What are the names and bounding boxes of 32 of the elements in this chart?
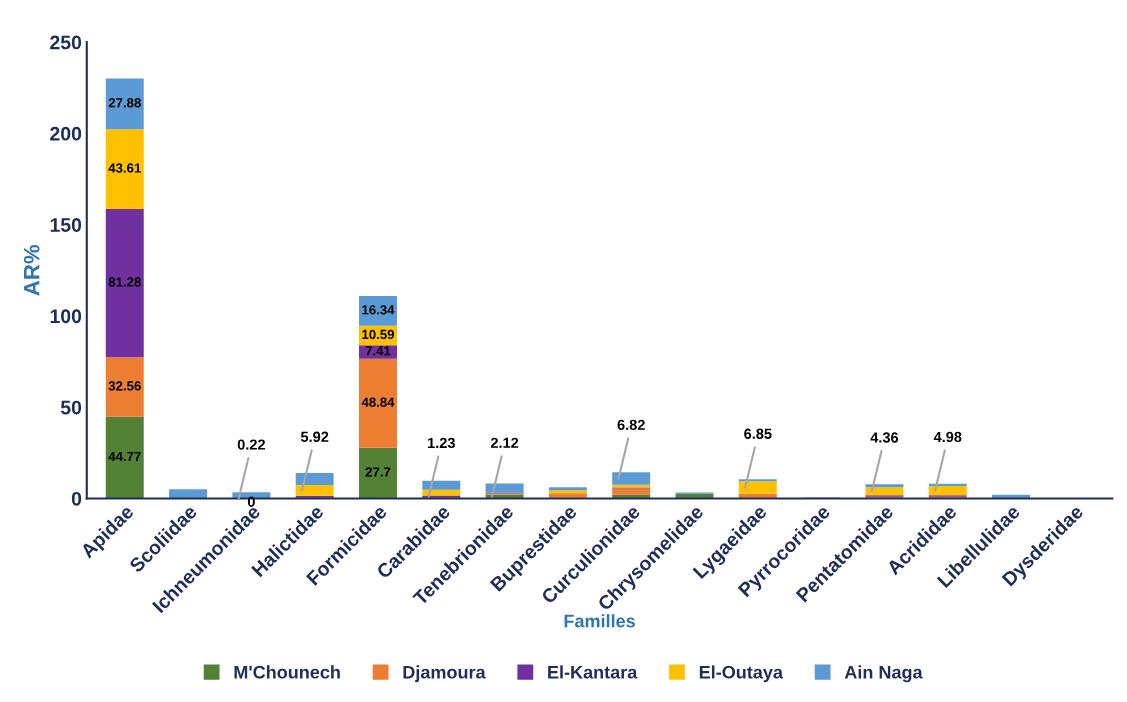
data-label: 0.22: [237, 439, 265, 450]
data-label: 4.98: [933, 431, 962, 443]
data-label: 1.23: [428, 437, 455, 449]
y-tick-label: 50: [60, 400, 82, 415]
data-label: 0: [247, 496, 255, 507]
data-label: 6.85: [744, 428, 772, 439]
legend-label: El-Outaya: [699, 665, 784, 683]
data-label: 10.59: [362, 329, 395, 340]
data-label: 27.7: [365, 467, 391, 477]
y-tick-label: 0: [71, 491, 82, 506]
legend-label: M'Chounech: [234, 665, 340, 679]
y-tick-label: 150: [50, 218, 82, 232]
legend-label: Ain Naga: [844, 665, 923, 683]
data-label: 44.77: [108, 451, 141, 461]
data-label: 7.41: [365, 346, 391, 356]
y-axis-title: AR%: [23, 244, 40, 296]
data-label: 43.61: [108, 163, 141, 173]
data-label: 4.36: [870, 432, 899, 443]
data-label: 6.82: [617, 419, 645, 430]
data-label: 27.88: [108, 98, 141, 108]
y-tick-label: 250: [50, 35, 82, 50]
data-label: 2.12: [490, 437, 519, 448]
legend-label: El-Kantara: [548, 665, 638, 679]
data-label: 5.92: [300, 431, 329, 442]
y-tick-label: 100: [50, 309, 82, 324]
legend-label: Djamoura: [403, 665, 486, 683]
data-label: 16.34: [362, 305, 395, 315]
data-label: 48.84: [361, 397, 395, 407]
data-label: 32.56: [108, 381, 141, 391]
x-axis-title: Familles: [564, 614, 635, 628]
y-tick-label: 200: [50, 126, 82, 141]
data-label: 81.28: [108, 277, 141, 287]
